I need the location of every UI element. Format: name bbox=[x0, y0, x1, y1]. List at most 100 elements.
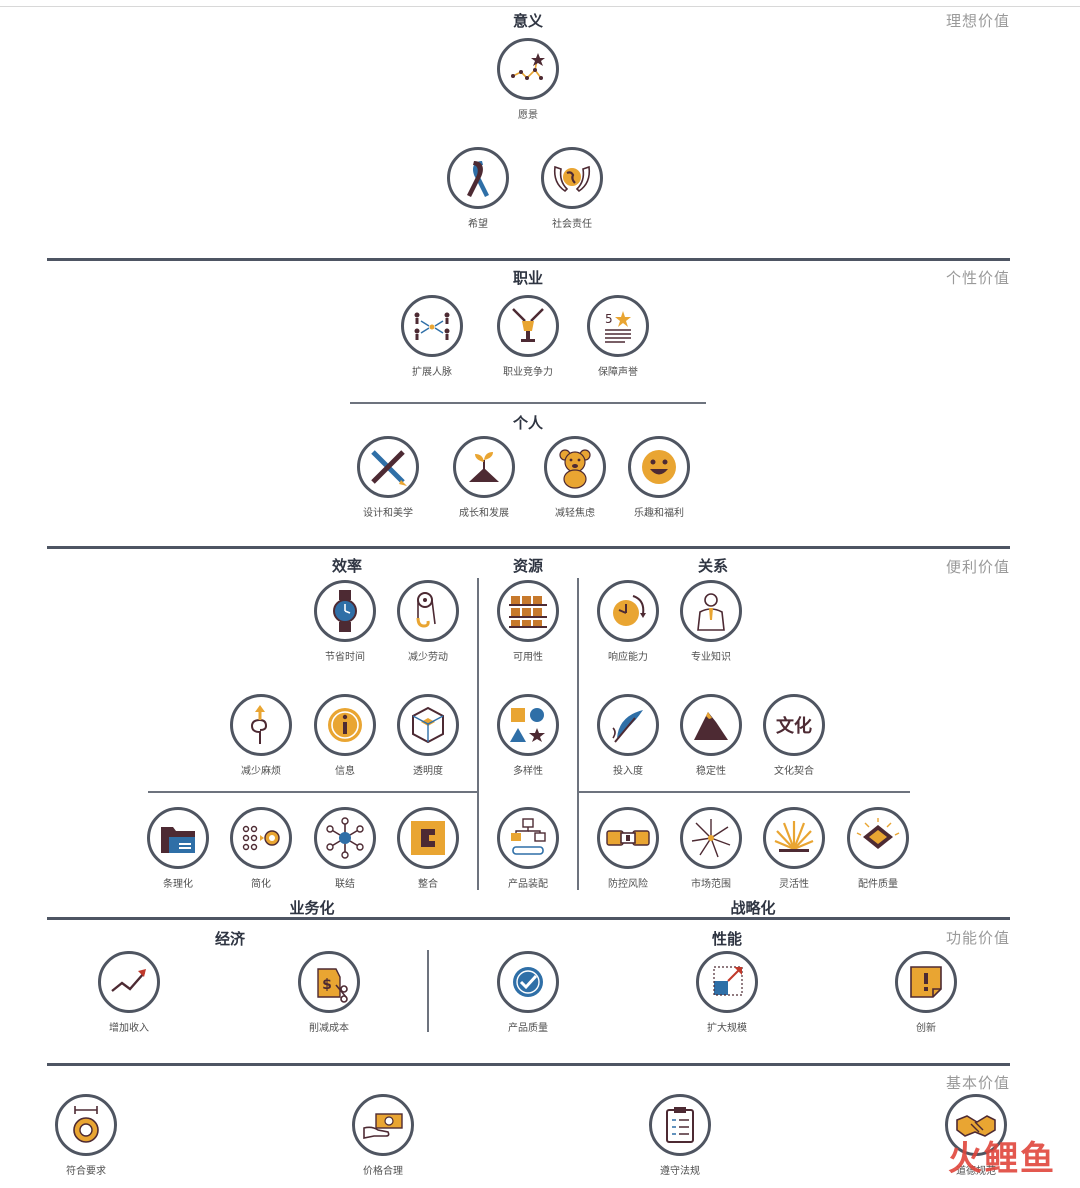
value-item-fun-benefits: 乐趣和福利 bbox=[604, 436, 714, 519]
watch-icon bbox=[333, 590, 357, 632]
group-heading-economic: 经济 bbox=[214, 930, 246, 948]
value-item-reduce-labor: 减少劳动 bbox=[373, 580, 483, 663]
price-tag-scissors-icon: $ bbox=[317, 968, 348, 1003]
clock-icon bbox=[613, 595, 646, 626]
group-divider bbox=[578, 791, 910, 793]
column-divider bbox=[427, 950, 429, 1032]
value-item-fair-price: 价格合理 bbox=[328, 1094, 438, 1177]
item-label: 条理化 bbox=[163, 879, 193, 890]
dots-target-icon bbox=[242, 825, 280, 851]
value-item-product-quality: 产品质量 bbox=[473, 951, 583, 1034]
value-item-transparency: 透明度 bbox=[373, 694, 483, 777]
value-item-expertise: 专业知识 bbox=[656, 580, 766, 663]
check-badge-icon bbox=[513, 967, 543, 997]
clipboard-icon bbox=[666, 1107, 694, 1143]
tier-label-ideal: 理想价值 bbox=[945, 12, 1010, 30]
tier-divider bbox=[47, 258, 1010, 261]
culture-text-icon: 文化 bbox=[776, 715, 812, 737]
pulley-icon bbox=[416, 592, 436, 628]
item-label: 节省时间 bbox=[325, 652, 365, 663]
value-item-meets-requirements: 符合要求 bbox=[31, 1094, 141, 1177]
trophy-icon bbox=[512, 308, 544, 342]
item-label: 道德规范 bbox=[956, 1166, 996, 1177]
item-label: 市场范围 bbox=[691, 879, 731, 890]
column-divider bbox=[477, 578, 479, 890]
item-label: 成长和发展 bbox=[459, 508, 509, 519]
value-item-hope: 希望 bbox=[423, 147, 533, 230]
item-label: 扩大规模 bbox=[707, 1023, 747, 1034]
group-heading-career: 职业 bbox=[512, 269, 544, 287]
item-label: 增加收入 bbox=[109, 1023, 149, 1034]
group-heading-resources: 资源 bbox=[512, 557, 544, 575]
seatbelt-icon bbox=[606, 830, 650, 846]
cube-icon bbox=[412, 706, 444, 744]
trend-up-icon bbox=[111, 969, 146, 992]
item-label: 文化契合 bbox=[774, 766, 814, 777]
puzzle-icon bbox=[411, 821, 445, 855]
value-item-reduce-anxiety: 减轻焦虑 bbox=[520, 436, 630, 519]
value-item-regulatory-compliance: 遵守法规 bbox=[625, 1094, 735, 1177]
value-item-organization: 条理化 bbox=[123, 807, 233, 890]
tier-divider bbox=[47, 917, 1010, 920]
assembly-icon bbox=[511, 818, 546, 855]
value-item-simplify: 简化 bbox=[206, 807, 316, 890]
value-item-cultural-fit: 文化 文化契合 bbox=[739, 694, 849, 777]
item-label: 愿景 bbox=[518, 110, 538, 121]
value-item-scale-up: 扩大规模 bbox=[672, 951, 782, 1034]
group-heading-performance: 性能 bbox=[711, 930, 743, 948]
value-item-variety: 多样性 bbox=[473, 694, 583, 777]
item-label: 减少麻烦 bbox=[241, 766, 281, 777]
ribbon-icon bbox=[467, 161, 489, 197]
value-item-flexibility: 灵活性 bbox=[739, 807, 849, 890]
item-label: 产品质量 bbox=[508, 1023, 548, 1034]
value-item-ethics: 道德规范 bbox=[921, 1094, 1031, 1177]
tier-label-personal: 个性价值 bbox=[945, 269, 1010, 287]
expert-icon bbox=[697, 593, 725, 631]
group-heading-meaning: 意义 bbox=[512, 12, 544, 30]
value-item-vision: 愿景 bbox=[473, 38, 583, 121]
value-item-reduce-hassle: 减少麻烦 bbox=[206, 694, 316, 777]
group-heading-personal: 个人 bbox=[512, 414, 544, 432]
value-item-market-reach: 市场范围 bbox=[656, 807, 766, 890]
smiley-icon bbox=[642, 450, 676, 484]
item-label: 产品装配 bbox=[508, 879, 548, 890]
item-label: 稳定性 bbox=[696, 766, 726, 777]
item-label: 职业竞争力 bbox=[503, 367, 553, 378]
value-item-stability: 稳定性 bbox=[656, 694, 766, 777]
value-item-responsiveness: 响应能力 bbox=[573, 580, 683, 663]
network-people-icon bbox=[414, 312, 450, 340]
value-item-availability: 可用性 bbox=[473, 580, 583, 663]
group-heading-efficiency: 效率 bbox=[331, 557, 363, 575]
folder-icon bbox=[161, 827, 195, 853]
item-label: 设计和美学 bbox=[363, 508, 413, 519]
value-item-information: 信息 bbox=[290, 694, 400, 777]
svg-text:5: 5 bbox=[605, 312, 613, 326]
item-label: 乐趣和福利 bbox=[634, 508, 684, 519]
column-divider bbox=[577, 578, 579, 890]
item-label: 社会责任 bbox=[552, 219, 592, 230]
value-item-component-quality: 配件质量 bbox=[823, 807, 933, 890]
value-item-integration: 整合 bbox=[373, 807, 483, 890]
value-item-networking: 扩展人脉 bbox=[377, 295, 487, 378]
value-item-innovation: 创新 bbox=[871, 951, 981, 1034]
culture-glyph: 文化 bbox=[776, 715, 812, 737]
group-heading-operational: 业务化 bbox=[289, 899, 335, 917]
value-item-save-time: 节省时间 bbox=[290, 580, 400, 663]
item-label: 扩展人脉 bbox=[412, 367, 452, 378]
item-label: 希望 bbox=[468, 219, 488, 230]
value-item-cut-costs: $ 削减成本 bbox=[274, 951, 384, 1034]
item-label: 符合要求 bbox=[66, 1166, 106, 1177]
value-item-reputation: 5 保障声誉 bbox=[563, 295, 673, 378]
value-item-risk-control: 防控风险 bbox=[573, 807, 683, 890]
value-item-product-assembly: 产品装配 bbox=[473, 807, 583, 890]
value-item-increase-revenue: 增加收入 bbox=[74, 951, 184, 1034]
item-label: 专业知识 bbox=[691, 652, 731, 663]
info-icon bbox=[328, 708, 362, 742]
item-label: 灵活性 bbox=[779, 879, 809, 890]
item-label: 简化 bbox=[251, 879, 271, 890]
item-label: 防控风险 bbox=[608, 879, 648, 890]
star-document-icon: 5 bbox=[605, 311, 631, 343]
item-label: 削减成本 bbox=[309, 1023, 349, 1034]
mountain-icon bbox=[694, 712, 728, 740]
item-label: 价格合理 bbox=[363, 1166, 403, 1177]
